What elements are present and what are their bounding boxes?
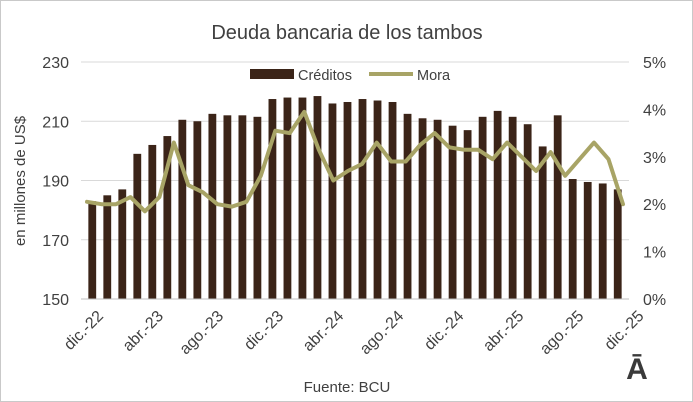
bar bbox=[433, 119, 442, 299]
bar bbox=[238, 115, 247, 299]
bar bbox=[313, 96, 322, 299]
x-tick-label: dic.-22 bbox=[61, 308, 107, 354]
bar bbox=[133, 153, 142, 299]
y-tick-label: 230 bbox=[42, 55, 69, 72]
bar bbox=[553, 115, 562, 299]
y-tick-label: 170 bbox=[42, 233, 69, 250]
bar bbox=[268, 99, 277, 299]
bar bbox=[568, 179, 577, 299]
bars-creditos bbox=[88, 96, 622, 300]
y-tick-label: 210 bbox=[42, 114, 69, 131]
bar bbox=[163, 136, 172, 299]
x-tick-label: abr.-24 bbox=[300, 308, 347, 355]
chart-title: Deuda bancaria de los tambos bbox=[211, 22, 482, 44]
bar bbox=[178, 119, 187, 299]
y2-tick-label: 4% bbox=[643, 102, 666, 119]
x-tick-label: abr.-25 bbox=[480, 308, 527, 355]
y2-tick-label: 1% bbox=[643, 245, 666, 262]
bar bbox=[538, 146, 547, 299]
x-tick-label: abr.-23 bbox=[120, 308, 167, 355]
y2-tick-label: 2% bbox=[643, 197, 666, 214]
bar bbox=[283, 97, 292, 299]
bar bbox=[373, 100, 382, 299]
x-tick-label: dic.-24 bbox=[421, 308, 467, 354]
bar bbox=[388, 101, 397, 300]
bar bbox=[583, 181, 592, 299]
y-tick-label: 190 bbox=[42, 174, 69, 191]
x-tick-label: ago.-24 bbox=[357, 308, 407, 358]
x-tick-label: dic.-25 bbox=[602, 308, 648, 354]
bar bbox=[193, 121, 202, 299]
bar bbox=[358, 99, 367, 299]
bar bbox=[613, 189, 622, 299]
bar bbox=[478, 116, 487, 300]
x-tick-label: ago.-25 bbox=[537, 308, 587, 358]
bar bbox=[598, 183, 607, 299]
y-tick-label: 150 bbox=[42, 292, 69, 309]
y-axis-title: en millones de US$ bbox=[12, 115, 29, 246]
bar bbox=[463, 130, 472, 299]
line-mora-path bbox=[85, 109, 625, 214]
bar bbox=[298, 97, 307, 299]
x-tick-label: ago.-23 bbox=[177, 308, 227, 358]
bar bbox=[148, 144, 157, 299]
bar bbox=[403, 113, 412, 299]
bar bbox=[328, 103, 337, 299]
bar bbox=[418, 118, 427, 299]
bar bbox=[508, 116, 517, 300]
legend-label-mora: Mora bbox=[417, 68, 451, 84]
legend: Créditos Mora bbox=[250, 68, 451, 84]
legend-swatch-creditos bbox=[250, 69, 294, 79]
bar bbox=[103, 195, 112, 299]
y2-tick-label: 5% bbox=[643, 55, 666, 72]
legend-label-creditos: Créditos bbox=[298, 68, 352, 84]
bar bbox=[88, 201, 97, 299]
bar bbox=[448, 125, 457, 299]
bar bbox=[343, 101, 352, 300]
bar bbox=[208, 113, 217, 299]
x-tick-label: dic.-23 bbox=[241, 308, 287, 354]
line-mora bbox=[85, 109, 625, 214]
bar bbox=[253, 116, 262, 300]
bar bbox=[118, 189, 127, 299]
bar bbox=[493, 110, 502, 299]
brand-logo: Ā bbox=[626, 353, 648, 386]
bar bbox=[523, 124, 532, 300]
y2-tick-label: 3% bbox=[643, 150, 666, 167]
source-note: Fuente: BCU bbox=[304, 379, 391, 396]
y2-tick-label: 0% bbox=[643, 292, 666, 309]
